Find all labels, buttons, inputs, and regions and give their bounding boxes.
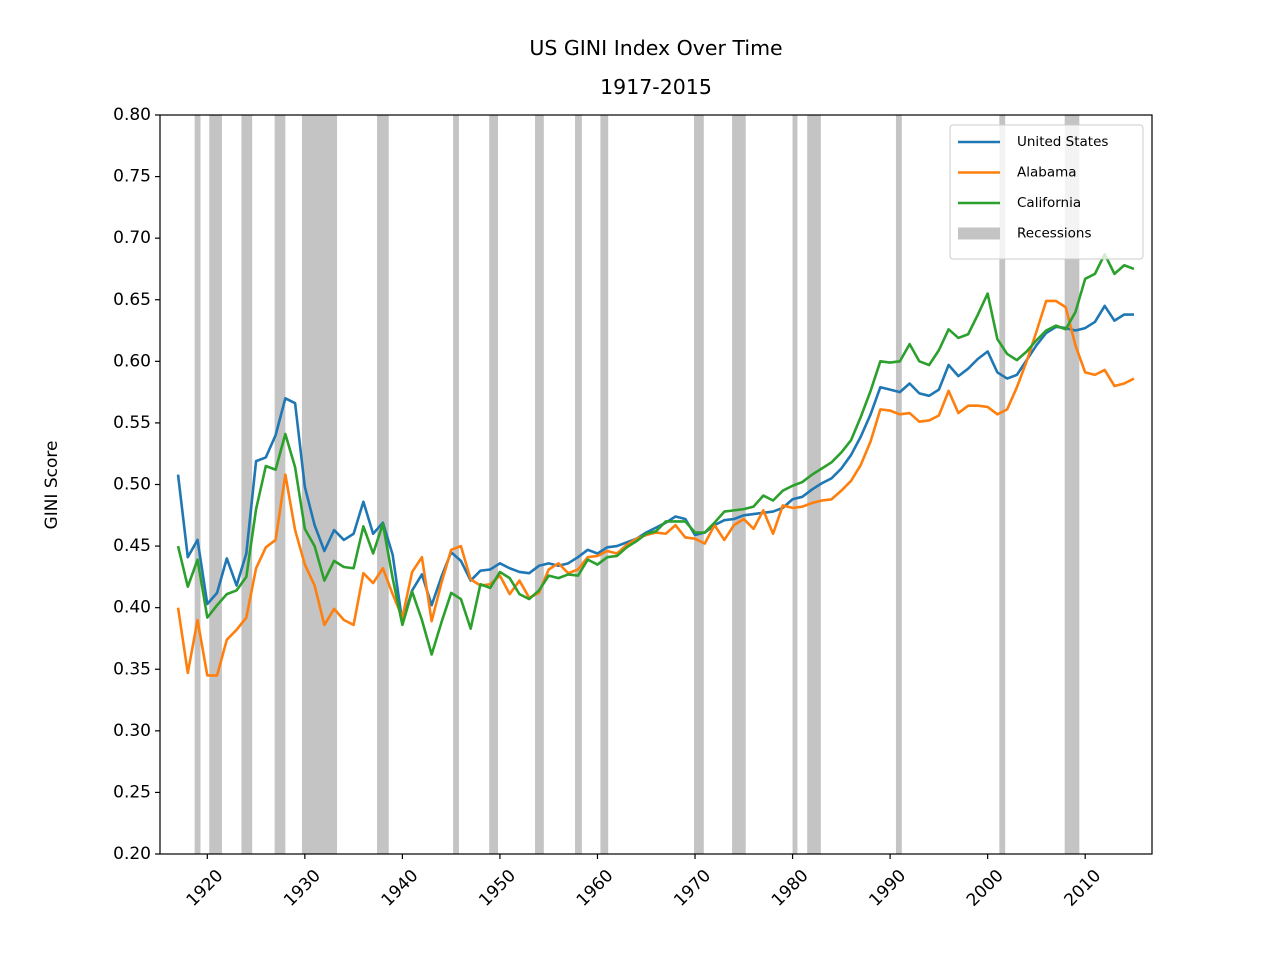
x-tick-label: 1990: [865, 866, 910, 911]
recession-span: [535, 115, 544, 854]
recession-span: [194, 115, 201, 854]
x-tick-label: 1950: [475, 866, 520, 911]
recession-span: [895, 115, 902, 854]
series-line: [176, 304, 1134, 624]
x-tick-label: 1960: [573, 866, 618, 911]
y-tick-label: 0.40: [113, 598, 151, 618]
recession-span: [209, 115, 222, 854]
recession-span: [575, 115, 582, 854]
recession-span: [274, 115, 286, 854]
recession-span: [241, 115, 253, 854]
y-tick-label: 0.50: [113, 475, 151, 495]
recession-span: [301, 115, 338, 854]
recession-span: [999, 115, 1006, 854]
legend-label: United States: [1017, 134, 1108, 150]
recession-span: [600, 115, 609, 854]
recession-span: [489, 115, 498, 854]
x-tick-label: 1980: [768, 866, 813, 911]
y-tick-label: 0.75: [113, 167, 151, 187]
recession-span: [453, 115, 459, 854]
recession-span: [377, 115, 389, 854]
y-axis-label: GINI Score: [42, 441, 62, 530]
y-tick-label: 0.35: [113, 659, 151, 679]
legend-label: Recessions: [1017, 226, 1091, 242]
y-tick-label: 0.25: [113, 782, 151, 802]
y-tick-label: 0.80: [113, 105, 151, 125]
recession-span: [694, 115, 704, 854]
x-tick-label: 2000: [963, 866, 1008, 911]
x-tick-label: 1920: [183, 866, 228, 911]
legend-label: California: [1017, 195, 1081, 211]
chart-subtitle: 1917-2015: [600, 75, 712, 99]
series-line: [176, 252, 1135, 656]
legend-box: [949, 124, 1144, 260]
legend-label: Alabama: [1017, 165, 1077, 181]
recession-span: [807, 115, 821, 854]
recession-span: [1064, 115, 1080, 854]
x-tick-label: 1970: [670, 866, 715, 911]
y-tick-label: 0.65: [113, 290, 151, 310]
y-tick-label: 0.45: [113, 536, 151, 556]
y-tick-label: 0.55: [113, 413, 151, 433]
chart-title: US GINI Index Over Time: [529, 36, 782, 60]
legend-swatch: [958, 227, 1000, 240]
x-tick-label: 1940: [378, 866, 423, 911]
x-tick-label: 2010: [1060, 866, 1105, 911]
y-tick-label: 0.60: [113, 351, 151, 371]
recession-span: [732, 115, 746, 854]
x-tick-label: 1930: [280, 866, 325, 911]
y-tick-label: 0.20: [113, 844, 151, 864]
y-tick-label: 0.70: [113, 228, 151, 248]
y-tick-label: 0.30: [113, 721, 151, 741]
